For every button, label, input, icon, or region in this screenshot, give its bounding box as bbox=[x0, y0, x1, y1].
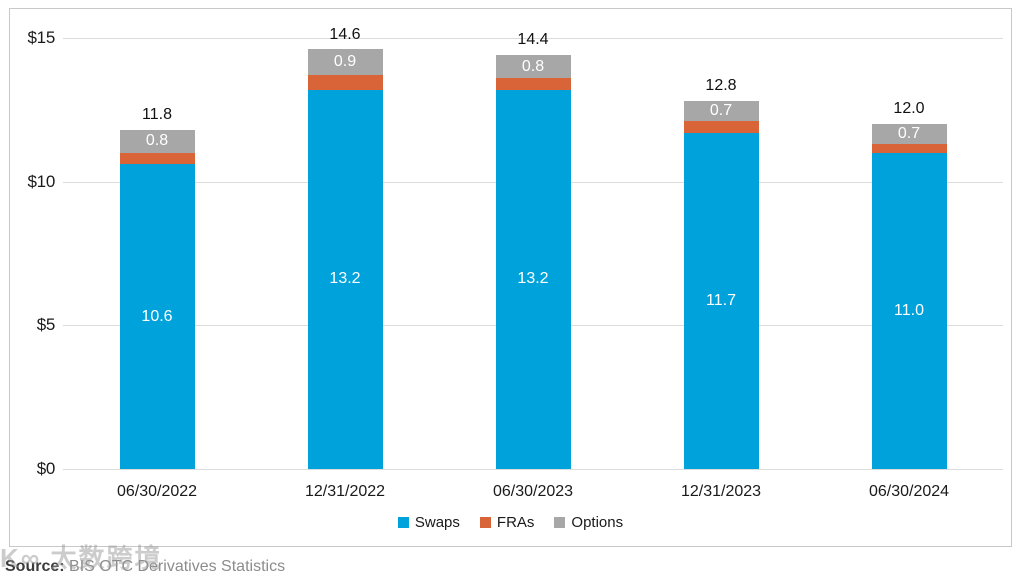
bar-total-label: 12.8 bbox=[705, 77, 737, 95]
segment-value-label: 11.0 bbox=[894, 301, 924, 319]
source-label: Source: bbox=[5, 558, 65, 575]
bar-segment-swaps: 10.6 bbox=[119, 164, 195, 469]
bar-segment-options: 0.9 bbox=[307, 49, 383, 76]
segment-value-label: 0.8 bbox=[145, 132, 169, 150]
bar-segment-fras bbox=[683, 121, 759, 133]
bar-segment-swaps: 13.2 bbox=[495, 89, 571, 469]
x-tick-label: 12/31/2022 bbox=[304, 483, 386, 500]
bar-segment-swaps: 11.7 bbox=[683, 132, 759, 469]
legend-swatch-options-icon bbox=[554, 517, 566, 528]
source-text: BIS OTC Derivatives Statistics bbox=[64, 558, 286, 575]
bar-segment-swaps: 11.0 bbox=[871, 152, 947, 469]
bar-segment-options: 0.8 bbox=[495, 55, 571, 79]
legend-item-fras: FRAs bbox=[479, 514, 535, 531]
segment-value-label: 0.9 bbox=[333, 53, 357, 71]
segment-value-label: 13.2 bbox=[329, 270, 361, 288]
y-tick-label: $5 bbox=[36, 315, 56, 335]
bar-segment-fras bbox=[495, 78, 571, 90]
legend-label: FRAs bbox=[496, 514, 535, 531]
source-line: Source: BIS OTC Derivatives Statistics bbox=[5, 558, 285, 576]
y-tick-label: $10 bbox=[27, 171, 56, 191]
segment-value-label: 0.8 bbox=[521, 57, 545, 75]
segment-value-label: 11.7 bbox=[706, 291, 736, 309]
bar-segment-options: 0.8 bbox=[119, 129, 195, 153]
segment-value-label: 0.7 bbox=[897, 125, 921, 143]
bar-total-label: 11.8 bbox=[142, 105, 172, 123]
bar-total-label: 12.0 bbox=[893, 100, 925, 118]
legend-swatch-swaps-icon bbox=[397, 517, 409, 528]
bar-segment-options: 0.7 bbox=[871, 124, 947, 145]
legend-item-options: Options bbox=[554, 514, 623, 531]
y-tick-label: $0 bbox=[36, 459, 56, 478]
plot-area: $15 $10 $5 $0 10.6 0.8 11.8 06/30/2022 13.2 0.9 14… bbox=[28, 26, 1003, 500]
gridline-15 bbox=[63, 38, 1003, 39]
x-tick-label: 06/30/2023 bbox=[492, 483, 574, 500]
y-tick-label: $15 bbox=[27, 28, 56, 47]
segment-value-label: 10.6 bbox=[141, 307, 173, 325]
legend: Swaps FRAs Options bbox=[10, 514, 1011, 531]
legend-item-swaps: Swaps bbox=[397, 514, 460, 531]
x-tick-label: 06/30/2024 bbox=[868, 483, 950, 500]
bar-segment-fras bbox=[119, 152, 195, 165]
legend-swatch-fras-icon bbox=[479, 517, 491, 528]
bar-segment-fras bbox=[307, 75, 383, 90]
bar-segment-swaps: 13.2 bbox=[307, 89, 383, 469]
x-tick-label: 06/30/2022 bbox=[116, 483, 198, 500]
chart-frame: $15 $10 $5 $0 10.6 0.8 11.8 06/30/2022 13.2 0.9 14… bbox=[9, 8, 1012, 547]
bar-segment-fras bbox=[871, 144, 947, 153]
gridline-0 bbox=[63, 469, 1003, 470]
legend-label: Options bbox=[571, 514, 624, 531]
x-tick-label: 12/31/2023 bbox=[680, 483, 762, 500]
bar-segment-options: 0.7 bbox=[683, 101, 759, 122]
segment-value-label: 13.2 bbox=[517, 270, 549, 288]
bar-total-label: 14.4 bbox=[517, 31, 549, 49]
bar-total-label: 14.6 bbox=[329, 25, 361, 43]
legend-label: Swaps bbox=[414, 514, 460, 531]
segment-value-label: 0.7 bbox=[709, 102, 733, 120]
